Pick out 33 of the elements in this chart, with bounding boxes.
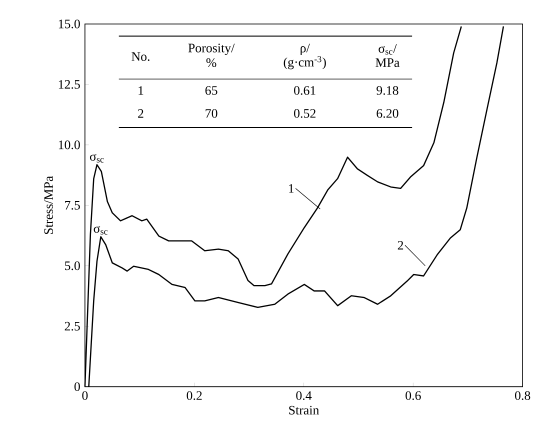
annotation: 2 (138, 109, 144, 118)
y-tick-label: 7.5 (65, 201, 80, 210)
y-axis-title: Stress/MPa (44, 176, 53, 234)
annotation: 1 (138, 86, 144, 95)
y-tick-label: 2.5 (64, 322, 80, 331)
annotation: MPa (376, 58, 400, 68)
annotation: 65 (205, 86, 218, 95)
x-tick-label: 0 (82, 391, 88, 400)
annotation: σ$_{sc}$ (94, 226, 108, 235)
y-tick-label: 10.0 (58, 140, 80, 150)
annotation: σ$_{sc}$ (90, 154, 104, 163)
annotation: % (206, 58, 216, 68)
annotation: No. (132, 52, 150, 62)
y-tick-label: 12.5 (58, 80, 80, 89)
text: 1 (289, 184, 294, 193)
annotation: 9.18 (376, 86, 398, 96)
annotation: 70 (206, 109, 218, 118)
annotation: 0.52 (294, 109, 316, 118)
y-tick-label: 0 (74, 382, 80, 392)
x-tick-label: 0.4 (296, 391, 312, 400)
annotation: σ$_{sc}$/ (378, 44, 397, 55)
y-tick-label: 15.0 (58, 20, 80, 29)
y-tick-label: 5.0 (65, 262, 80, 270)
annotation: Porosity/ (188, 44, 235, 56)
x-tick-label: 0.2 (186, 391, 202, 400)
annotation: (g·cm$^{-3}$) (284, 56, 326, 70)
text: 2 (398, 241, 404, 250)
x-axis-title: Strain (289, 406, 320, 415)
annotation: 6.20 (376, 109, 398, 118)
x-tick-label: 0.6 (406, 391, 421, 400)
x-tick-label: 0.8 (515, 391, 530, 400)
annotation: ρ/ (300, 44, 310, 56)
annotation: 0.61 (294, 86, 316, 96)
